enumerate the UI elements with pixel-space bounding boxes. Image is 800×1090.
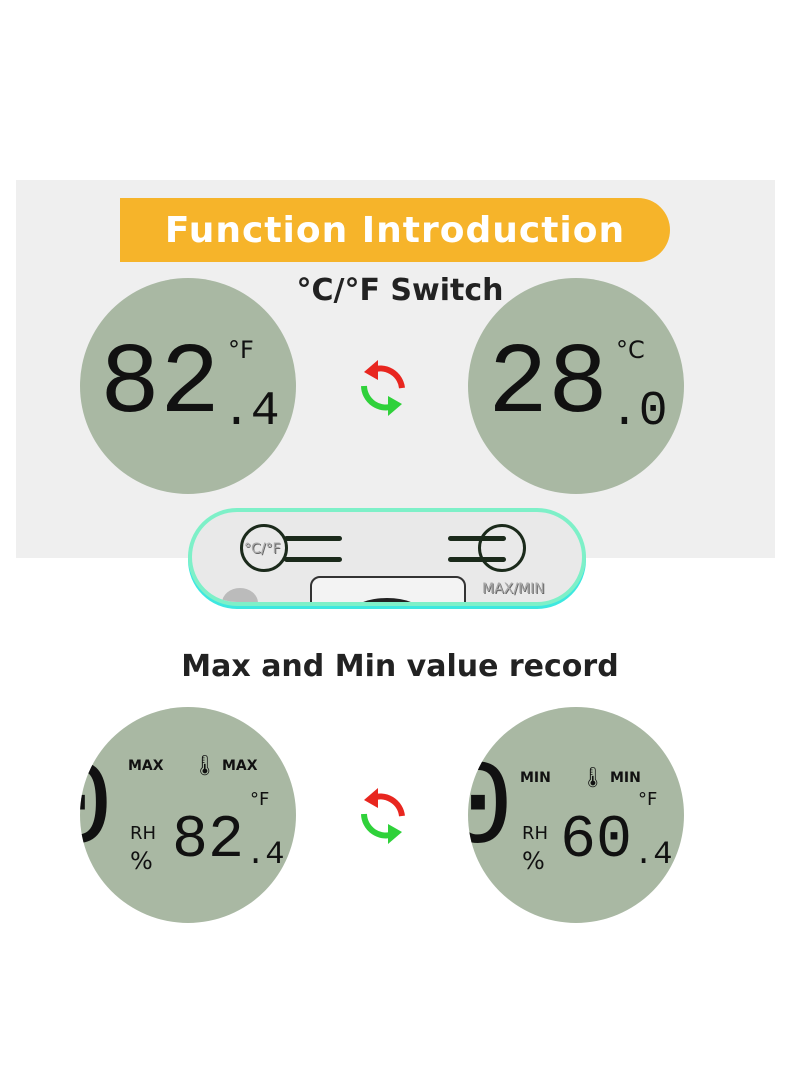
temp-unit: °F (228, 336, 254, 364)
temp-unit: °C (616, 336, 645, 364)
temp-unit: °F (250, 789, 270, 810)
function-banner: Function Introduction (120, 198, 670, 262)
temp-min-tag: MIN (610, 770, 641, 786)
maxmin-button-label: MAX/MIN (482, 581, 545, 597)
cf-button-label: °C/°F (244, 541, 281, 557)
temp-main: 82 (172, 807, 245, 875)
lcd-min: 0 MIN 🌡 MIN RH % 60 .4 °F (468, 707, 684, 923)
record-title: Max and Min value record (181, 649, 619, 684)
humidity-digit: 0 (468, 743, 515, 879)
humidity-min-tag: MIN (520, 770, 551, 786)
thermometer-icon: 🌡 (192, 753, 218, 777)
celsius-fahrenheit-button[interactable] (240, 524, 288, 572)
lcd-celsius: 28 .0 °C (468, 278, 684, 494)
temp-decimal: .4 (222, 385, 280, 439)
temp-max-tag: MAX (222, 758, 258, 774)
temp-decimal: .4 (634, 836, 673, 873)
max-min-button[interactable] (478, 524, 526, 572)
temp-decimal: .4 (246, 836, 285, 873)
swap-arrows-icon (361, 788, 405, 844)
rh-label: RH (130, 823, 157, 844)
device-buttons: °C/°F MAX/MIN (188, 508, 586, 606)
lcd-fahrenheit: 82 .4 °F (80, 278, 296, 494)
rh-label: RH (522, 823, 549, 844)
temp-main: 60 (560, 807, 633, 875)
temp-unit: °F (638, 789, 658, 810)
percent-label: % (522, 847, 545, 875)
thermometer-icon: 🌡 (580, 765, 606, 789)
humidity-digit: 0 (80, 751, 114, 871)
humidity-max-tag: MAX (128, 758, 164, 774)
percent-label: % (130, 847, 153, 875)
swap-arrows-icon (361, 360, 405, 416)
switch-title: °C/°F Switch (296, 273, 504, 308)
temp-main: 82 (100, 329, 221, 442)
temp-decimal: .0 (610, 385, 668, 439)
temp-main: 28 (488, 329, 609, 442)
lcd-max: 0 MAX 🌡 MAX RH % 82 .4 °F (80, 707, 296, 923)
